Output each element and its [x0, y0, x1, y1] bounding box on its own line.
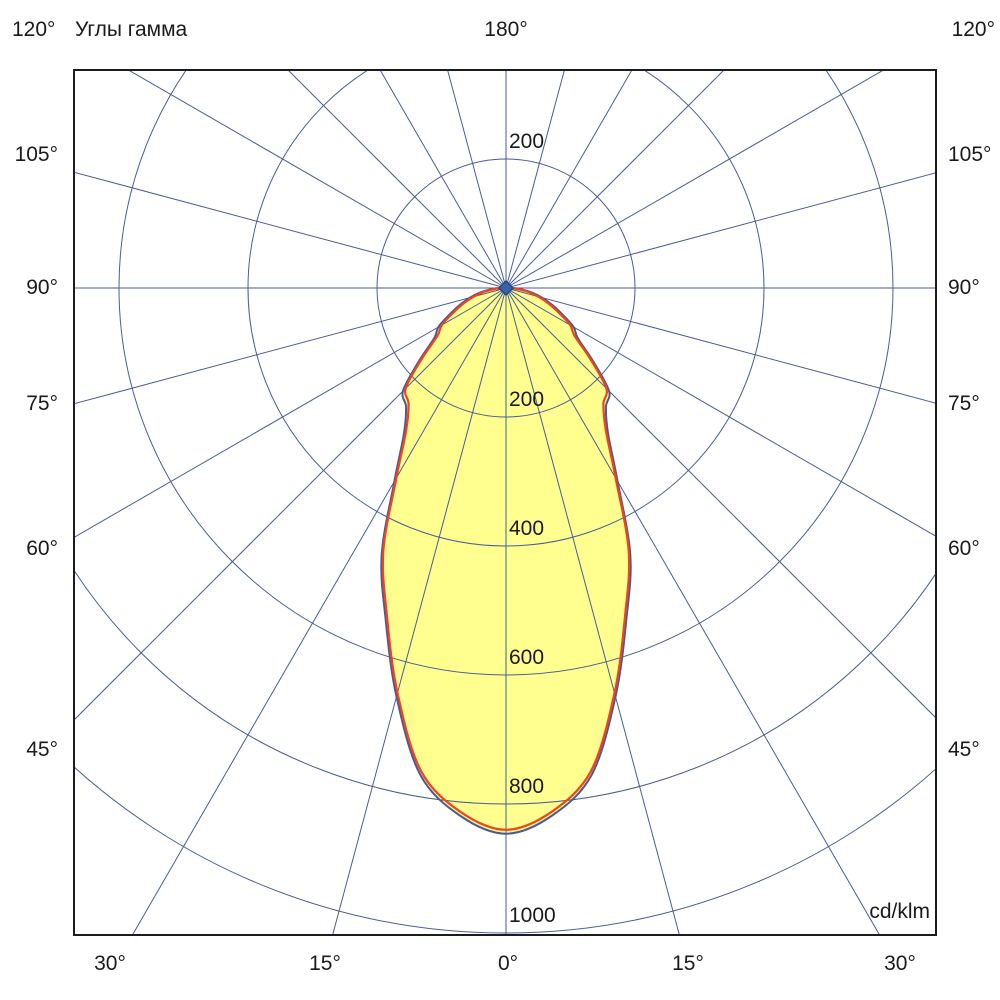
- angle-label-top-180: 180°: [484, 18, 528, 41]
- angle-label-bottom-0: 0°: [497, 952, 519, 975]
- curve-plane-C90-C270: [380, 287, 632, 835]
- grid-spoke-60: [505, 287, 936, 537]
- angle-label-right-90: 90°: [948, 276, 980, 299]
- plot-border: [73, 69, 937, 936]
- angle-label-top-left-120: 120°: [12, 18, 56, 41]
- grid-spoke-150: [505, 70, 633, 289]
- radial-tick-400: 400: [509, 517, 545, 540]
- grid-spoke-255: [74, 171, 507, 289]
- grid-spoke-285: [74, 287, 507, 405]
- grid-spoke-210: [379, 70, 507, 289]
- radial-tick-200-above: 200: [509, 130, 545, 153]
- angle-label-bottom-left-15: 15°: [309, 952, 341, 975]
- curve-plane-C0-C180: [381, 286, 631, 831]
- grid-spoke-300: [74, 287, 507, 538]
- angle-label-top-right-120: 120°: [951, 18, 995, 41]
- center-marker-diamond: [497, 279, 515, 297]
- grid-spoke-45: [505, 287, 936, 719]
- grid-spoke-135: [505, 70, 725, 289]
- grid-spoke-195: [447, 70, 507, 289]
- angle-label-right-45: 45°: [948, 738, 980, 761]
- angle-label-right-105: 105°: [948, 143, 992, 166]
- grid-spoke-120: [505, 70, 885, 289]
- grid-spoke-105: [505, 172, 936, 289]
- angle-label-left-60: 60°: [26, 537, 58, 560]
- angle-label-left-45: 45°: [26, 738, 58, 761]
- angle-label-bottom-left-30: 30°: [94, 952, 126, 975]
- angle-label-right-75: 75°: [948, 392, 980, 415]
- grid-spoke-315: [74, 287, 507, 721]
- angle-label-left-75: 75°: [26, 392, 58, 415]
- grid-spoke-345: [332, 287, 507, 935]
- grid-spoke-75: [505, 287, 936, 404]
- grid-spoke-240: [127, 70, 507, 289]
- angle-label-bottom-right-15: 15°: [672, 952, 704, 975]
- grid-spoke-225: [287, 70, 507, 289]
- radial-tick-200: 200: [509, 388, 545, 411]
- radial-tick-600: 600: [509, 646, 545, 669]
- radial-tick-800: 800: [509, 775, 545, 798]
- grid-spoke-15: [505, 287, 680, 935]
- grid-spoke-165: [505, 70, 565, 289]
- unit-label-cd-klm: cd/klm: [869, 900, 930, 923]
- angle-label-left-105: 105°: [14, 143, 58, 166]
- angle-label-bottom-right-30: 30°: [884, 952, 916, 975]
- gamma-axis-title: Углы гамма: [75, 18, 188, 41]
- angle-label-left-90: 90°: [26, 276, 58, 299]
- radial-tick-1000: 1000: [509, 904, 556, 927]
- angle-label-right-60: 60°: [948, 537, 980, 560]
